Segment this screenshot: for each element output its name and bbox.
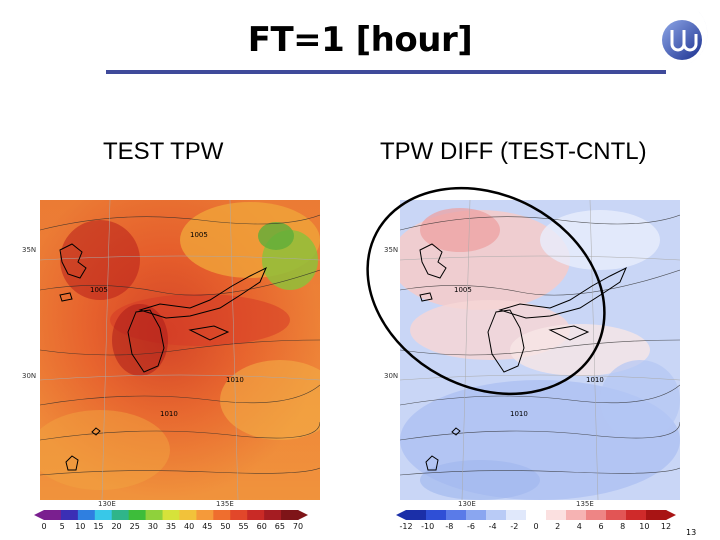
colorbar-tick-label: 8 bbox=[620, 522, 626, 531]
colorbar-arrow-low bbox=[34, 510, 44, 520]
colorbar-tick-label: -10 bbox=[421, 522, 435, 531]
page-number: 13 bbox=[686, 528, 697, 537]
colorbar-segment bbox=[626, 510, 647, 520]
lat-label: 30N bbox=[384, 372, 399, 380]
right-panel-label: TPW DIFF (TEST-CNTL) bbox=[380, 138, 647, 165]
lon-label: 130E bbox=[458, 500, 476, 508]
colorbar-tick-label: 6 bbox=[598, 522, 604, 531]
colorbar-segment bbox=[446, 510, 467, 520]
colorbar-tick-label: 45 bbox=[202, 522, 213, 531]
colorbar-segment bbox=[406, 510, 427, 520]
colorbar-segment bbox=[566, 510, 587, 520]
colorbar-tick-label: 55 bbox=[238, 522, 249, 531]
colorbar-segment bbox=[196, 510, 214, 520]
lon-label: 130E bbox=[98, 500, 116, 508]
colorbar-tick-label: 5 bbox=[59, 522, 65, 531]
lon-label: 135E bbox=[216, 500, 234, 508]
colorbar-segment bbox=[646, 510, 667, 520]
colorbar-segment bbox=[94, 510, 113, 520]
colorbar-tick-label: -4 bbox=[488, 522, 497, 531]
colorbar-segment bbox=[179, 510, 197, 520]
colorbar-segment bbox=[264, 510, 282, 520]
colorbar-segment bbox=[60, 510, 79, 520]
left-panel-label: TEST TPW bbox=[103, 138, 224, 165]
colorbar-segment bbox=[426, 510, 447, 520]
colorbar-tick-label: 70 bbox=[292, 522, 304, 531]
colorbar-segment bbox=[213, 510, 231, 520]
tpw-diff-colorbar bbox=[396, 510, 676, 520]
colorbar-tick-label: 65 bbox=[274, 522, 285, 531]
colorbar-segment bbox=[526, 510, 547, 520]
tpw-colorbar bbox=[34, 510, 308, 520]
colorbar-tick-label: -8 bbox=[445, 522, 454, 531]
colorbar-segment bbox=[606, 510, 627, 520]
colorbar-tick-label: 15 bbox=[93, 522, 104, 531]
colorbar-segment bbox=[486, 510, 507, 520]
colorbar-segment bbox=[162, 510, 180, 520]
colorbar-segment bbox=[506, 510, 527, 520]
colorbar-arrow-low bbox=[396, 510, 406, 520]
colorbar-tick-label: 25 bbox=[129, 522, 140, 531]
colorbar-tick-label: 12 bbox=[660, 522, 672, 531]
colorbar-tick-label: 60 bbox=[256, 522, 267, 531]
colorbar-segment bbox=[247, 510, 265, 520]
isobar-label: 1010 bbox=[160, 410, 178, 418]
colorbar-tick-label: -2 bbox=[510, 522, 519, 531]
colorbar-tick-label: 20 bbox=[111, 522, 122, 531]
colorbar-segment bbox=[466, 510, 487, 520]
title-underline bbox=[106, 70, 666, 74]
lon-label: 135E bbox=[576, 500, 594, 508]
isobar-label: 1010 bbox=[510, 410, 528, 418]
tpw-colorbar-ticks: 0 5 10 15 20 25 30 35 40 45 50 55 60 65 70 bbox=[34, 522, 308, 534]
isobar-label: 1005 bbox=[190, 231, 208, 239]
colorbar-tick-label: -6 bbox=[467, 522, 475, 531]
colorbar-tick-label: 35 bbox=[165, 522, 177, 531]
organization-logo-icon bbox=[656, 6, 708, 68]
colorbar-tick-label: 40 bbox=[184, 522, 195, 531]
colorbar-tick-label: 2 bbox=[555, 522, 561, 531]
colorbar-tick-label: -12 bbox=[399, 522, 413, 531]
colorbar-segment bbox=[546, 510, 567, 520]
colorbar-segment bbox=[111, 510, 130, 520]
colorbar-tick-label: 30 bbox=[147, 522, 158, 531]
tpw-map: 1005 1005 1010 1010 bbox=[40, 200, 320, 500]
colorbar-segment bbox=[586, 510, 607, 520]
colorbar-segment bbox=[77, 510, 96, 520]
lat-label: 35N bbox=[22, 246, 37, 254]
tpw-diff-colorbar-ticks: -12 -10 -8 -6 -4 -2 0 2 4 6 8 10 12 bbox=[396, 522, 676, 534]
colorbar-segment bbox=[128, 510, 147, 520]
colorbar-tick-label: 50 bbox=[220, 522, 231, 531]
colorbar-segment bbox=[44, 510, 62, 520]
colorbar-arrow-high bbox=[298, 510, 308, 520]
colorbar-tick-label: 4 bbox=[576, 522, 582, 531]
tpw-diff-map: 1005 1010 1010 bbox=[400, 200, 680, 500]
isobar-label: 1010 bbox=[226, 376, 244, 384]
colorbar-tick-label: 10 bbox=[639, 522, 650, 531]
colorbar-segment bbox=[230, 510, 248, 520]
colorbar-tick-label: 0 bbox=[533, 522, 539, 531]
colorbar-segment bbox=[145, 510, 164, 520]
isobar-label: 1005 bbox=[90, 286, 108, 294]
colorbar-tick-label: 0 bbox=[41, 522, 47, 531]
lat-label: 35N bbox=[384, 246, 399, 254]
isobar-label: 1005 bbox=[454, 286, 472, 294]
colorbar-segment bbox=[281, 510, 299, 520]
lat-label: 30N bbox=[22, 372, 37, 380]
slide-title: FT=1 [hour] bbox=[247, 20, 473, 60]
isobar-label: 1010 bbox=[586, 376, 604, 384]
colorbar-tick-label: 10 bbox=[75, 522, 86, 531]
colorbar-arrow-high bbox=[666, 510, 676, 520]
